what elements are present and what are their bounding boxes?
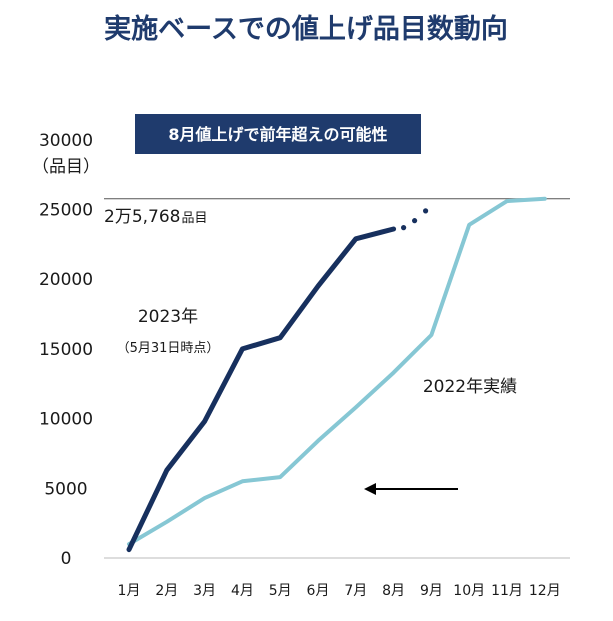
series-layer [126, 196, 547, 553]
x-tick-label: 9月 [420, 583, 443, 599]
y-tick-label: 20000 [39, 270, 93, 290]
series-2023-line [126, 226, 397, 553]
y-unit-label: （品目） [32, 157, 100, 177]
x-tick-label: 6月 [307, 583, 330, 599]
series-2023-projection-dot [412, 218, 418, 224]
y-tick-label: 0 [61, 549, 72, 569]
x-tick-label: 1月 [118, 583, 141, 599]
x-tick-label: 5月 [269, 583, 292, 599]
peak-label-unit: 品目 [181, 211, 207, 226]
arrow-head [364, 483, 376, 495]
y-tick-label: 10000 [39, 410, 93, 430]
badge-background [135, 114, 421, 154]
x-tick-label: 8月 [382, 583, 405, 599]
x-tick-label: 12月 [529, 583, 561, 599]
x-tick-label: 11月 [491, 583, 523, 599]
series-2023-note: （5月31日時点） [117, 341, 220, 356]
axis-layer: 0 5000 10000 15000 20000 25000 30000 1月 2月 3月 4月 5月… [39, 131, 570, 599]
y-tick-label: 25000 [39, 201, 93, 221]
series-2022-line [127, 196, 547, 547]
x-tick-label: 4月 [231, 583, 254, 599]
series-2023-projection-dot [401, 225, 407, 231]
chart-title: 実施ベースでの値上げ品目数動向 [104, 13, 508, 45]
x-tick-label: 2月 [155, 583, 178, 599]
y-tick-label: 30000 [39, 131, 93, 151]
peak-label-value: 2万5,768 [104, 207, 180, 227]
badge-text: 8月値上げで前年超えの可能性 [168, 125, 387, 144]
x-tick-label: 7月 [344, 583, 367, 599]
series-2023-label: 2023年 [138, 307, 198, 327]
x-tick-label: 10月 [453, 583, 485, 599]
peak-label: 2万5,768品目 [104, 207, 208, 227]
y-tick-label: 5000 [44, 479, 87, 499]
series-2023-projection-dot [423, 208, 429, 214]
x-tick-label: 3月 [193, 583, 216, 599]
y-tick-label: 15000 [39, 340, 93, 360]
series-2022-label: 2022年実績 [423, 377, 517, 397]
